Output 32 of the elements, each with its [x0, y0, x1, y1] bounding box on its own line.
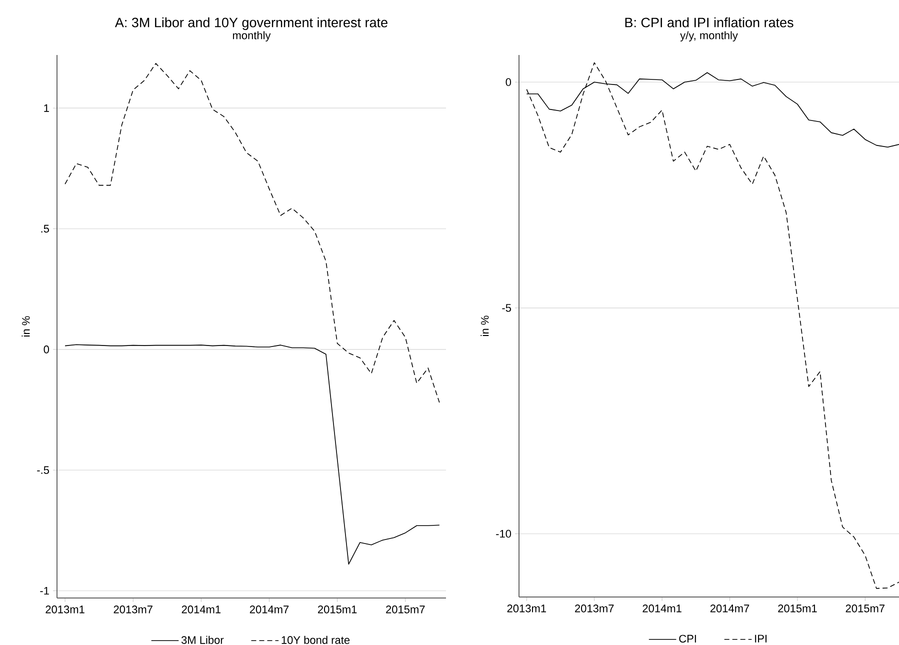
y-tick-label: .5: [41, 224, 50, 233]
x-tick-label: 2014m7: [710, 604, 750, 612]
y-tick-label: -5: [502, 304, 512, 312]
y-tick-label: 0: [44, 346, 50, 354]
x-tick-label: 2013m7: [575, 604, 614, 612]
legend-label: IPI: [755, 634, 766, 642]
y-tick-label: 1: [44, 104, 49, 112]
y-tick-label: -1: [40, 586, 49, 595]
legend-label: 10Y bond rate: [282, 636, 350, 644]
y-axis-title: in %: [22, 316, 30, 336]
legend-label: 3M Libor: [181, 636, 224, 644]
x-tick-label: 2015m7: [846, 604, 884, 612]
x-tick-label: 2014m1: [182, 606, 221, 614]
chart-subtitle: monthly: [232, 31, 271, 42]
y-axis-title: in %: [480, 316, 489, 336]
y-tick-label: 0: [506, 78, 512, 86]
legend-label: CPI: [679, 634, 696, 643]
x-tick-label: 2013m7: [114, 606, 152, 614]
chart-subtitle: y/y, monthly: [680, 31, 738, 42]
y-tick-label: -10: [496, 530, 512, 538]
x-tick-label: 2015m1: [778, 604, 817, 612]
chart-title: B: CPI and IPI inflation rates: [625, 17, 794, 28]
line-series: [526, 62, 899, 589]
x-tick-label: 2013m1: [46, 606, 84, 614]
x-tick-label: 2014m1: [642, 604, 682, 612]
chart-title: A: 3M Libor and 10Y government interest rate: [114, 17, 388, 30]
line-series: [64, 63, 440, 403]
x-tick-label: 2015m1: [318, 606, 357, 614]
x-tick-label: 2015m7: [386, 606, 425, 614]
x-tick-label: 2014m7: [250, 606, 289, 614]
x-tick-label: 2013m1: [507, 604, 546, 612]
y-tick-label: -.5: [37, 466, 50, 474]
